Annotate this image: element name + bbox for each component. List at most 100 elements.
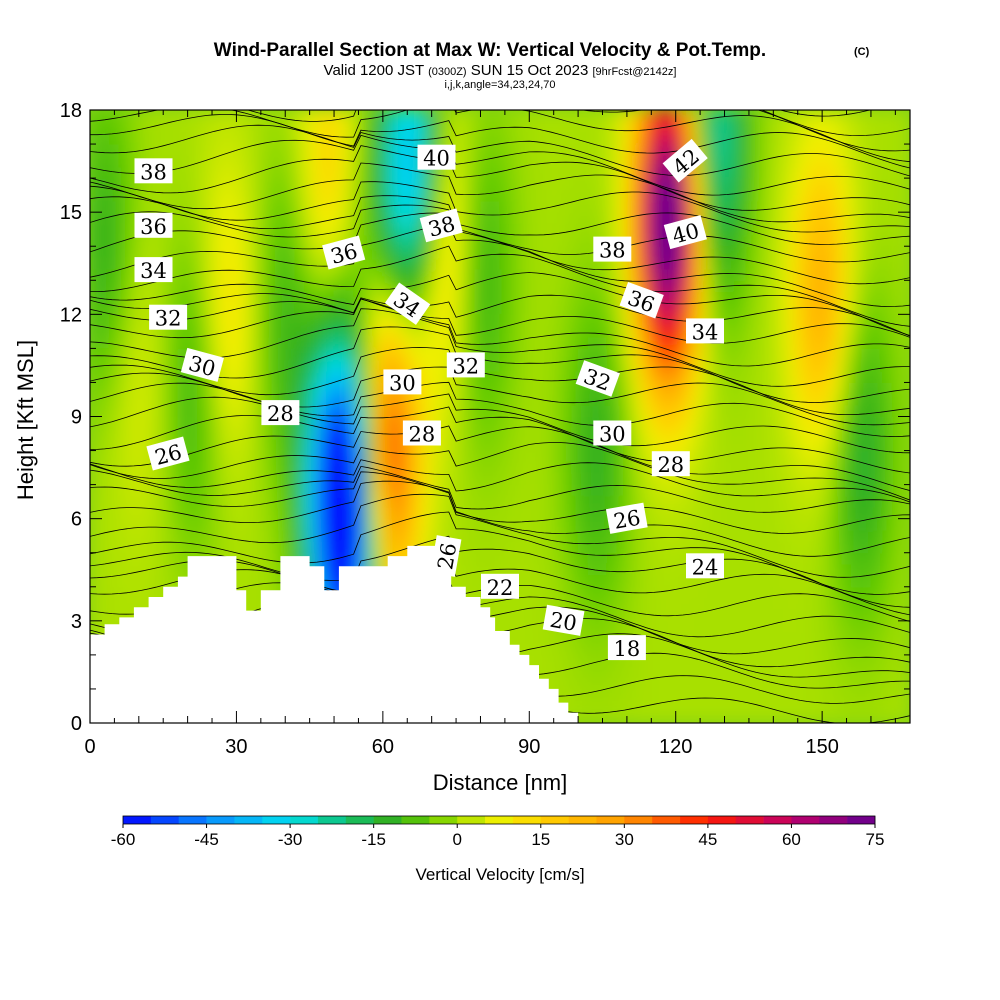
velocity-cell xyxy=(694,359,706,372)
velocity-cell xyxy=(274,529,286,542)
velocity-cell xyxy=(694,586,706,599)
velocity-cell xyxy=(753,416,765,429)
velocity-cell xyxy=(850,313,862,327)
velocity-cell xyxy=(274,381,286,395)
velocity-cell xyxy=(362,347,374,361)
velocity-cell xyxy=(860,200,872,213)
velocity-cell xyxy=(489,223,501,236)
velocity-cell xyxy=(157,529,169,542)
velocity-cell xyxy=(636,245,647,259)
velocity-cell xyxy=(675,438,686,452)
velocity-cell xyxy=(684,381,696,395)
velocity-cell xyxy=(509,631,521,645)
velocity-cell xyxy=(548,268,560,281)
velocity-cell xyxy=(714,393,726,406)
velocity-cell xyxy=(440,381,452,395)
velocity-cell xyxy=(148,416,159,429)
velocity-cell xyxy=(372,438,384,452)
velocity-cell xyxy=(323,563,335,576)
velocity-cell xyxy=(109,586,120,599)
velocity-cell xyxy=(440,268,452,281)
velocity-cell xyxy=(821,552,833,565)
isentrope-line xyxy=(90,298,910,367)
velocity-cell xyxy=(343,200,355,213)
colorbar-swatch xyxy=(763,816,792,824)
velocity-cell xyxy=(333,518,345,531)
velocity-cell xyxy=(567,654,579,667)
velocity-cell xyxy=(128,177,140,190)
colorbar-swatch xyxy=(234,816,263,824)
velocity-cell xyxy=(733,154,745,168)
velocity-cell xyxy=(733,211,745,225)
velocity-cell xyxy=(235,336,247,349)
velocity-cell xyxy=(548,188,560,202)
velocity-cell xyxy=(548,586,560,599)
velocity-cell xyxy=(821,711,833,723)
velocity-cell xyxy=(479,450,491,463)
velocity-cell xyxy=(870,359,882,372)
velocity-cell xyxy=(645,552,657,565)
velocity-cell xyxy=(899,268,910,281)
velocity-cell xyxy=(294,120,306,134)
velocity-cell xyxy=(811,279,823,293)
velocity-cell xyxy=(401,268,413,281)
velocity-cell xyxy=(743,223,755,236)
velocity-cell xyxy=(587,665,599,679)
velocity-cell xyxy=(841,711,852,723)
velocity-cell xyxy=(606,552,618,565)
velocity-cell xyxy=(323,404,335,417)
contour-label-text: 26 xyxy=(612,506,642,534)
velocity-cell xyxy=(509,404,521,417)
velocity-cell xyxy=(597,154,608,168)
velocity-cell xyxy=(528,245,540,259)
velocity-cell xyxy=(772,143,784,156)
velocity-cell xyxy=(196,416,208,429)
velocity-cell xyxy=(587,461,599,474)
velocity-cell xyxy=(392,110,403,122)
velocity-cell xyxy=(450,302,462,315)
velocity-cell xyxy=(763,427,774,440)
velocity-cell xyxy=(118,484,130,497)
y-tick-label: 9 xyxy=(71,407,82,429)
velocity-cell xyxy=(519,416,530,429)
velocity-cell xyxy=(616,143,628,156)
velocity-cell xyxy=(567,461,579,474)
velocity-cell xyxy=(567,279,579,293)
velocity-cell xyxy=(665,200,677,213)
velocity-cell xyxy=(519,370,530,383)
velocity-cell xyxy=(226,234,237,247)
velocity-cell xyxy=(850,495,862,508)
colorbar-swatch xyxy=(512,816,542,824)
velocity-cell xyxy=(616,291,628,304)
velocity-cell xyxy=(431,404,442,417)
velocity-cell xyxy=(245,177,257,190)
velocity-cell xyxy=(665,279,677,293)
velocity-cell xyxy=(724,325,735,338)
velocity-cell xyxy=(99,461,111,474)
velocity-cell xyxy=(187,120,198,134)
velocity-cell xyxy=(167,132,179,145)
velocity-cell xyxy=(802,654,813,667)
velocity-cell xyxy=(782,699,794,713)
velocity-cell xyxy=(431,177,442,190)
velocity-cell xyxy=(606,540,618,554)
velocity-cell xyxy=(548,518,560,531)
velocity-cell xyxy=(684,495,696,508)
velocity-cell xyxy=(528,370,540,383)
velocity-cell xyxy=(538,484,550,497)
velocity-cell xyxy=(118,586,130,599)
velocity-cell xyxy=(382,245,394,259)
velocity-cell xyxy=(499,279,511,293)
velocity-cell xyxy=(265,200,276,213)
velocity-cell xyxy=(714,110,726,122)
velocity-cell xyxy=(665,370,677,383)
velocity-cell xyxy=(694,279,706,293)
velocity-cell xyxy=(353,223,364,236)
colorbar-tick-label: 15 xyxy=(531,830,550,849)
velocity-cell xyxy=(362,438,374,452)
velocity-cell xyxy=(519,313,530,327)
velocity-cell xyxy=(704,699,716,713)
velocity-cell xyxy=(548,677,560,690)
velocity-cell xyxy=(294,313,306,327)
velocity-cell xyxy=(724,643,735,656)
